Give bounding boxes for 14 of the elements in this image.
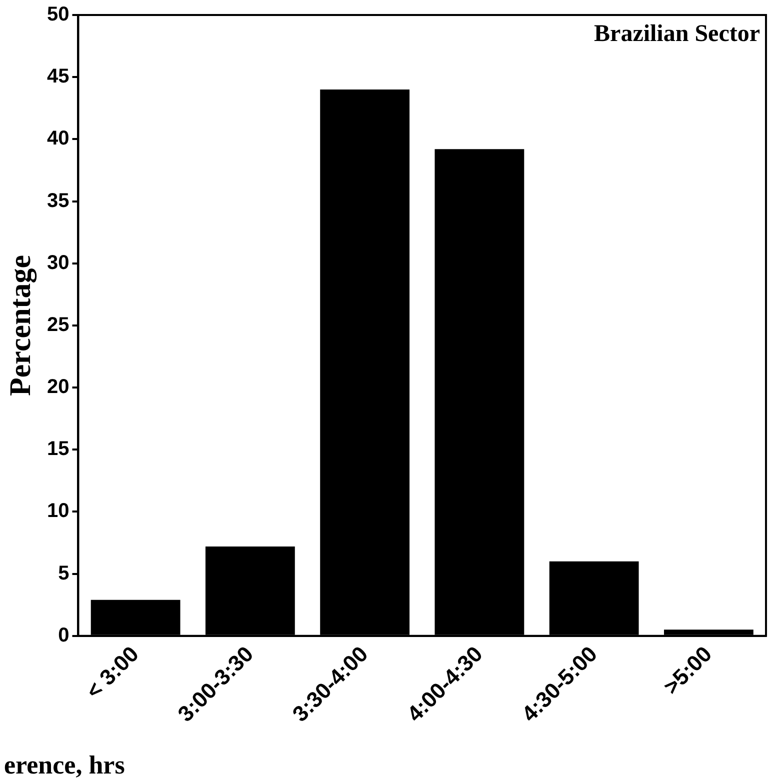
annotation: Brazilian Sector [594,21,760,48]
y-axis-title: Percentage [4,254,37,396]
y-tick-label: 10 [46,500,70,522]
y-tick-label: 5 [58,562,70,584]
y-tick-label: 40 [46,128,70,150]
y-tick-label: 30 [46,252,70,274]
y-tick-label: 35 [46,190,70,212]
x-axis-title: erence, hrs [4,750,125,780]
y-tick-label: 20 [46,376,70,398]
y-tick-label: 45 [46,66,70,88]
y-tick-label: 15 [46,438,70,460]
y-tick-label: 50 [46,4,70,26]
y-tick-label: 25 [46,314,70,336]
y-tick-label: 0 [58,624,70,646]
